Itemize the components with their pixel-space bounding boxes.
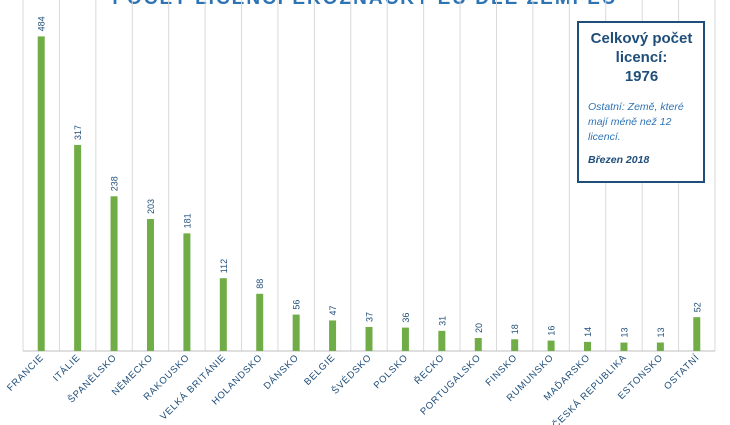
bar-11 (438, 330, 446, 351)
bar-2 (110, 196, 118, 351)
info-box: Celkový počet licencí: 1976 Ostatní: Zem… (577, 21, 705, 183)
category-label-7: DÁNSKO (262, 352, 302, 392)
category-label-11: ŘECKO (412, 352, 447, 387)
info-heading-line2: licencí: (615, 49, 668, 66)
bar-12 (474, 338, 482, 351)
category-label-1: ITÁLIE (51, 352, 83, 384)
value-label-6: 88 (255, 279, 265, 289)
bar-5 (219, 278, 227, 351)
bar-18 (693, 317, 701, 351)
bar-16 (620, 342, 628, 351)
value-label-2: 238 (110, 176, 120, 191)
value-label-7: 56 (292, 300, 302, 310)
value-label-0: 484 (37, 16, 47, 31)
bar-4 (183, 233, 191, 351)
bar-7 (292, 314, 300, 351)
bar-6 (256, 293, 264, 351)
value-label-1: 317 (73, 125, 83, 140)
info-total: 1976 (624, 68, 659, 85)
value-label-10: 36 (401, 313, 411, 323)
category-label-0: FRANCIE (5, 352, 46, 393)
category-labels: FRANCIE ITÁLIEŠPANĚLSKONĚMECKORAKOUSKOVEL… (5, 352, 702, 425)
bar-13 (511, 339, 519, 351)
bars (37, 36, 701, 352)
value-label-3: 203 (146, 199, 156, 214)
value-label-18: 52 (692, 302, 702, 312)
value-label-5: 112 (219, 259, 229, 273)
value-label-13: 18 (510, 324, 520, 334)
category-label-8: BELGIE (302, 352, 337, 387)
value-label-16: 13 (619, 328, 629, 338)
value-label-15: 14 (583, 327, 593, 337)
category-label-10: POLSKO (372, 352, 411, 391)
bar-3 (146, 219, 154, 351)
bar-8 (329, 320, 337, 351)
info-heading-line1: Celkový počet (590, 30, 693, 47)
bar-10 (401, 327, 409, 351)
value-label-12: 20 (474, 323, 484, 333)
category-label-13: FINSKO (484, 352, 520, 388)
info-date: Březen 2018 (588, 154, 650, 166)
value-label-17: 13 (656, 328, 666, 338)
value-label-8: 47 (328, 305, 338, 315)
bar-17 (656, 342, 664, 351)
bar-1 (74, 144, 82, 351)
value-label-14: 16 (547, 326, 557, 336)
category-label-18: OSTATNÍ (662, 352, 702, 392)
info-note: Ostatní: Země, které mají méně než 12 li… (588, 101, 684, 143)
value-label-4: 181 (182, 213, 192, 228)
chart-title: POČET LICENCÍ EKOZNAČKY EU DLE ZEMÍ EU (0, 0, 730, 10)
value-label-11: 31 (437, 316, 447, 326)
bar-0 (37, 36, 45, 352)
bar-14 (547, 340, 555, 351)
value-labels: 484 317 238 203 181 112 88 56 47 37 36 31 20 18 16 14 13… (37, 16, 703, 337)
bar-9 (365, 326, 373, 351)
category-label-5: VELKÁ BRITÁNIE (158, 352, 228, 422)
bar-15 (584, 341, 592, 351)
value-label-9: 37 (365, 312, 375, 322)
